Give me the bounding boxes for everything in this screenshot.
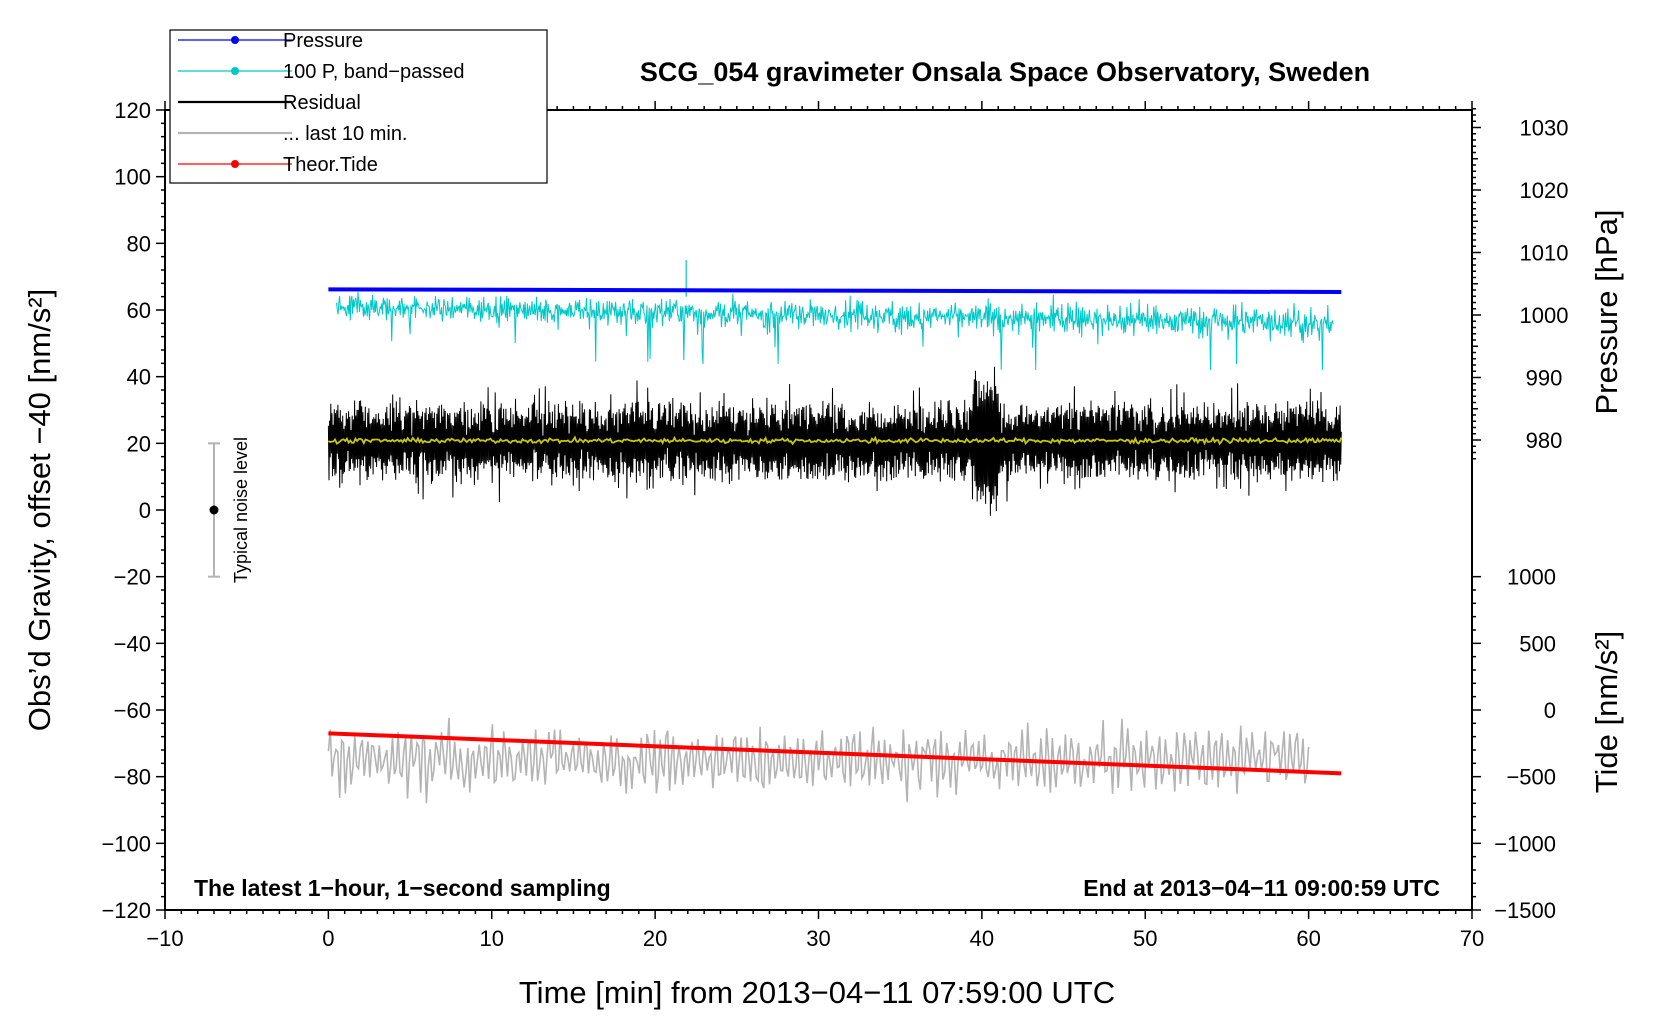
y-tick-label-pressure: 1010	[1520, 241, 1569, 266]
y-tick-label-pressure: 1030	[1520, 116, 1569, 141]
y-tick-label-left: 20	[127, 431, 151, 456]
y-tick-label-left: −20	[114, 565, 151, 590]
x-tick-label: 20	[643, 926, 667, 951]
data-series: Typical noise level	[208, 260, 1343, 804]
x-tick-label: 40	[970, 926, 994, 951]
x-tick-label: 70	[1460, 926, 1484, 951]
legend-label: 100 P, band−passed	[283, 61, 464, 83]
y-axis-title-tide: Tide [nm/s²]	[1589, 631, 1624, 794]
y-tick-label-left: −40	[114, 631, 151, 656]
y-tick-label-tide: −1500	[1494, 898, 1556, 923]
series-residual	[327, 366, 1342, 516]
noise-bar-dot	[209, 505, 219, 515]
y-tick-label-pressure: 990	[1526, 366, 1563, 391]
x-axis-title: Time [min] from 2013−04−11 07:59:00 UTC	[519, 975, 1115, 1010]
x-tick-label: 0	[322, 926, 334, 951]
y-tick-label-left: 60	[127, 298, 151, 323]
y-tick-label-left: 120	[114, 98, 151, 123]
series-last-10-min	[327, 717, 1310, 804]
series-pressure	[328, 287, 1342, 294]
legend-item: Theor.Tide	[178, 154, 378, 176]
note-end-time: End at 2013−04−11 09:00:59 UTC	[1083, 875, 1440, 901]
legend-box	[169, 29, 548, 184]
x-tick-label: 30	[806, 926, 830, 951]
y-axis-title-left: Obs’d Gravity, offset −40 [nm/s²]	[22, 289, 57, 732]
chart-title: SCG_054 gravimeter Onsala Space Observat…	[640, 57, 1370, 87]
y-tick-label-left: −60	[114, 698, 151, 723]
y-tick-label-left: 80	[127, 231, 151, 256]
y-tick-label-tide: 0	[1544, 698, 1556, 723]
y-tick-label-tide: 500	[1519, 631, 1556, 656]
y-tick-label-left: −80	[114, 765, 151, 790]
y-tick-label-left: −120	[101, 898, 151, 923]
x-tick-label: 60	[1296, 926, 1320, 951]
y-tick-label-pressure: 1020	[1520, 178, 1569, 203]
legend: Pressure 100 P, band−passed Residual ... la…	[169, 29, 548, 184]
axis-labels: −10 0 10 20 30 40 50 60 70120100806040200−20−40−…	[101, 98, 1568, 951]
plot-border	[164, 109, 1473, 911]
noise-level-label: Typical noise level	[231, 437, 251, 583]
series-band-passed-pressure	[336, 291, 1334, 371]
y-tick-label-left: 100	[114, 165, 151, 190]
note-sampling: The latest 1−hour, 1−second sampling	[194, 875, 611, 901]
y-tick-label-pressure: 980	[1526, 428, 1563, 453]
y-axis-title-pressure: Pressure [hPa]	[1589, 209, 1624, 414]
legend-label: ... last 10 min.	[283, 123, 408, 145]
y-tick-label-tide: −1000	[1494, 831, 1556, 856]
y-tick-label-pressure: 1000	[1520, 303, 1569, 328]
legend-label: Pressure	[283, 30, 363, 52]
legend-label: Theor.Tide	[283, 154, 378, 176]
y-tick-label-left: −100	[101, 831, 151, 856]
legend-marker	[231, 36, 239, 44]
y-tick-label-left: 0	[139, 498, 151, 523]
series-theor-tide	[328, 731, 1342, 776]
x-tick-label: −10	[146, 926, 183, 951]
y-tick-label-left: 40	[127, 365, 151, 390]
legend-item: Pressure	[178, 30, 363, 52]
legend-marker	[231, 160, 239, 168]
axis-ticks	[156, 101, 1481, 919]
legend-item: 100 P, band−passed	[178, 61, 464, 83]
x-tick-label: 10	[480, 926, 504, 951]
legend-marker	[231, 67, 239, 75]
y-tick-label-tide: −500	[1506, 765, 1556, 790]
legend-label: Residual	[283, 92, 361, 114]
legend-item: Residual	[178, 92, 361, 114]
legend-item: ... last 10 min.	[178, 123, 408, 145]
series-residual-smoothed	[327, 435, 1343, 446]
noise-level-indicator: Typical noise level	[208, 437, 251, 583]
x-tick-label: 50	[1133, 926, 1157, 951]
y-tick-label-tide: 1000	[1507, 565, 1556, 590]
plot-frame	[164, 109, 1473, 911]
